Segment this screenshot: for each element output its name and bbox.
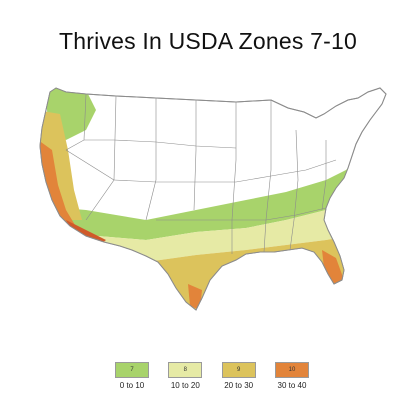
legend-swatch: 10 — [274, 362, 309, 378]
legend-item-zone-10: 10 30 to 40 — [272, 362, 312, 392]
west-coast-zone-9 — [40, 110, 82, 220]
legend-range: 0 to 10 — [119, 381, 145, 390]
legend-swatch: 9 — [221, 362, 256, 378]
florida-zone-10 — [322, 250, 344, 284]
page-title: Thrives In USDA Zones 7-10 — [59, 28, 357, 54]
legend-range: 10 to 20 — [170, 381, 200, 390]
us-map-svg — [39, 87, 387, 311]
legend-item-zone-7: 7 0 to 10 — [112, 362, 152, 392]
legend-range: 30 to 40 — [277, 381, 307, 390]
texas-zone-10 — [188, 284, 202, 310]
legend: 7 0 to 10 8 10 to 20 9 20 to 30 10 30 to… — [112, 362, 312, 392]
usda-zone-map — [26, 70, 406, 320]
legend-range: 20 to 30 — [224, 381, 254, 390]
legend-swatch: 7 — [115, 362, 149, 378]
legend-swatch: 8 — [168, 362, 203, 378]
us-outline — [39, 87, 387, 311]
state-borders — [65, 93, 337, 254]
legend-item-zone-8: 8 10 to 20 — [165, 362, 205, 392]
legend-item-zone-9: 9 20 to 30 — [219, 362, 259, 392]
zone-8-region — [40, 188, 386, 262]
west-coast-zone-10 — [40, 140, 90, 242]
